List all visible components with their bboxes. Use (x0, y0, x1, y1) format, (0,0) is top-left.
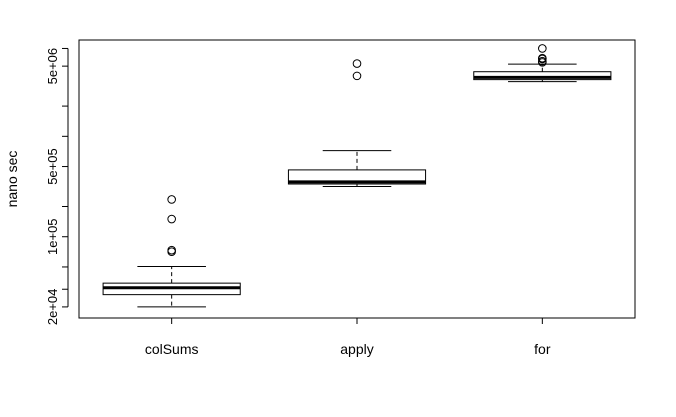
box-for (473, 44, 612, 83)
outlier-point (167, 195, 176, 204)
outlier-point (538, 53, 547, 63)
y-tick-label: 1e+05 (45, 218, 60, 255)
y-axis: 2e+04 1e+05 5e+05 5e+06 (45, 48, 69, 326)
x-tick-label: apply (340, 341, 373, 357)
y-axis-label: nano sec (4, 151, 20, 208)
outlier-point (352, 59, 362, 68)
outlier-point (352, 71, 362, 81)
outlier-point (538, 56, 547, 66)
box-apply (287, 59, 427, 188)
outlier-point (167, 214, 176, 224)
y-tick-label: 5e+06 (45, 48, 60, 85)
x-axis: colSums apply for (145, 318, 551, 357)
box-series (102, 44, 612, 308)
box-colSums (102, 195, 241, 308)
x-tick-label: colSums (145, 341, 199, 357)
y-tick-label: 5e+05 (45, 148, 60, 185)
iqr-box (473, 71, 612, 81)
y-tick-label: 2e+04 (45, 289, 60, 326)
outlier-point (167, 245, 176, 255)
x-tick-label: for (534, 341, 551, 357)
outlier-point (538, 44, 547, 53)
